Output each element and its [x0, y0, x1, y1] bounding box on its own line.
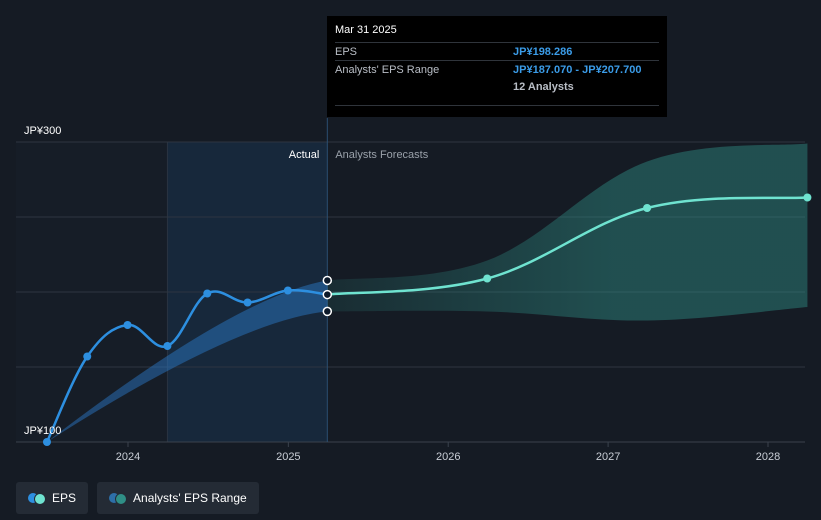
- eps-forecast-point-1: [483, 274, 492, 283]
- eps-actual-point-2: [123, 321, 132, 329]
- legend-range-swatch-1: [109, 493, 120, 503]
- x-tick-label-2027: 2027: [596, 451, 620, 463]
- tooltip-range-row: Analysts' EPS Range JP¥187.070 - JP¥207.…: [335, 60, 659, 78]
- eps-actual-point-0: [42, 438, 51, 446]
- x-tick-label-2026: 2026: [436, 451, 460, 463]
- eps-actual-point-5: [243, 298, 252, 307]
- tooltip: Mar 31 2025 EPS JP¥198.286 Analysts' EPS…: [327, 16, 667, 117]
- legend-range-swatch: [109, 493, 128, 505]
- past-eps-band: [46, 280, 328, 442]
- x-tick-label-2025: 2025: [276, 451, 300, 463]
- eps-actual-point-1: [83, 352, 92, 361]
- legend-eps-swatch-2: [34, 493, 46, 505]
- now-range-high-marker: [322, 275, 333, 286]
- eps-forecast-line: [327, 196, 808, 296]
- legend-eps-swatch-1: [28, 493, 38, 503]
- tooltip-date: Mar 31 2025: [335, 24, 397, 36]
- legend-eps-swatch: [28, 493, 46, 505]
- legend-item-eps[interactable]: EPS: [16, 482, 89, 514]
- legend: EPS Analysts' EPS Range: [16, 482, 259, 514]
- tooltip-divider: [335, 105, 659, 106]
- region-label-forecast: Analysts Forecasts: [335, 149, 428, 161]
- eps-actual-point-3: [163, 342, 172, 350]
- y-label-top: JP¥300: [24, 125, 61, 137]
- eps-forecast-point-2: [643, 204, 652, 212]
- eps-actual-point-4: [203, 289, 212, 298]
- region-label-actual: Actual: [289, 149, 320, 161]
- x-tick-label-2028: 2028: [756, 451, 780, 463]
- now-eps-marker: [322, 289, 333, 300]
- tooltip-analysts-row: 12 Analysts: [335, 78, 659, 95]
- now-range-low-marker: [322, 306, 333, 317]
- y-label-bottom: JP¥100: [24, 425, 61, 437]
- tooltip-eps-row: EPS JP¥198.286: [335, 42, 659, 60]
- legend-range-label: Analysts' EPS Range: [133, 491, 247, 505]
- tooltip-range-label: Analysts' EPS Range: [335, 63, 440, 76]
- tooltip-eps-value: JP¥198.286: [513, 45, 573, 58]
- eps-forecast-point-3: [803, 193, 812, 202]
- legend-item-range[interactable]: Analysts' EPS Range: [97, 482, 259, 514]
- x-tick-label-2024: 2024: [116, 451, 140, 463]
- tooltip-analysts: 12 Analysts: [513, 80, 574, 93]
- eps-actual-point-6: [283, 286, 292, 295]
- tooltip-range-value: JP¥187.070 - JP¥207.700: [513, 63, 642, 76]
- tooltip-eps-label: EPS: [335, 45, 358, 58]
- forecast-range-band: [327, 143, 808, 321]
- legend-range-swatch-2: [115, 493, 128, 505]
- legend-eps-label: EPS: [52, 491, 77, 505]
